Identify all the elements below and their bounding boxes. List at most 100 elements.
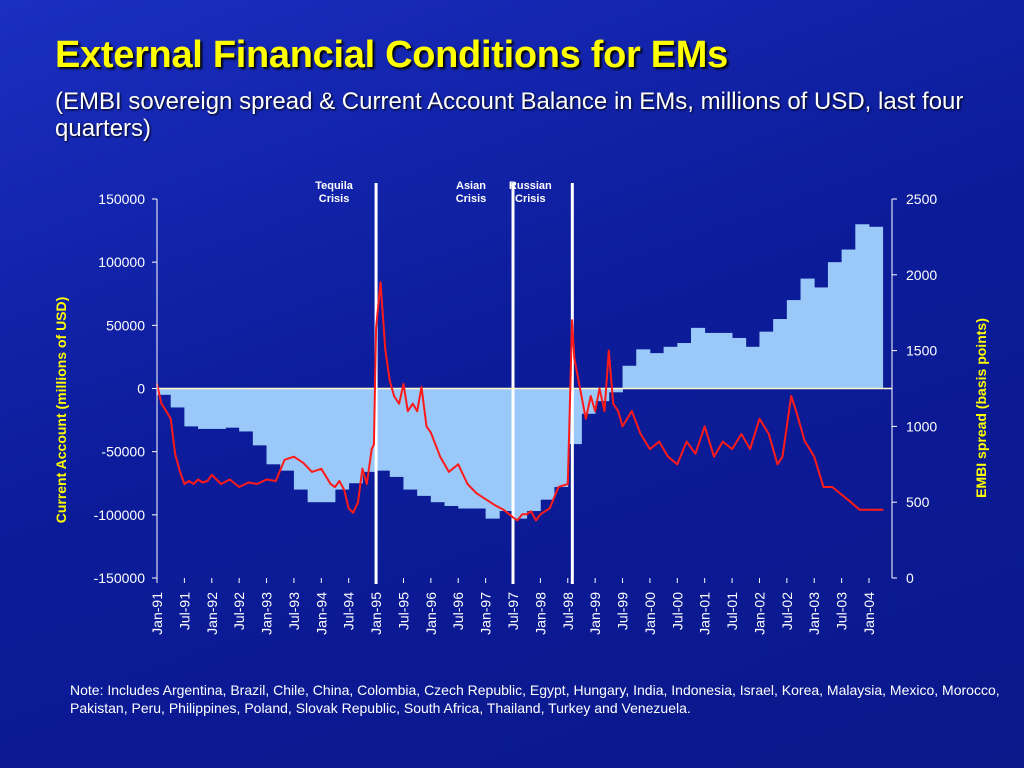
current-account-bar: [718, 332, 733, 389]
spread-point: [740, 433, 743, 435]
crisis-label-line1: Asian: [456, 180, 486, 192]
current-account-bar: [690, 327, 706, 389]
current-account-bar: [403, 388, 418, 490]
spread-point: [749, 448, 752, 451]
right-tick-label: 0: [906, 570, 914, 586]
spread-point: [530, 510, 532, 513]
spread-point: [548, 507, 551, 510]
x-tick-label: Jul-96: [450, 592, 466, 630]
spread-point: [573, 357, 576, 360]
spread-point: [320, 467, 323, 470]
spread-point: [206, 480, 209, 482]
spread-point: [247, 481, 250, 484]
spread-point: [448, 470, 450, 473]
spread-point: [338, 480, 341, 482]
spread-point: [521, 513, 524, 516]
current-account-bar: [677, 343, 692, 389]
spread-point: [594, 410, 597, 413]
spread-point: [416, 410, 419, 413]
left-tick-label: -150000: [94, 570, 146, 586]
spread-point: [197, 478, 199, 481]
current-account-bar: [800, 278, 815, 389]
spread-point: [220, 483, 222, 485]
spread-point: [580, 395, 583, 397]
spread-point: [475, 492, 478, 495]
current-account-bar: [348, 388, 363, 484]
x-tick-label: Jan-01: [697, 592, 713, 635]
x-tick-label: Jan-00: [642, 592, 658, 635]
spread-point: [598, 387, 601, 390]
spread-point: [795, 410, 798, 413]
x-tick-label: Jan-03: [806, 592, 822, 635]
spread-point: [858, 508, 861, 511]
current-account-bar: [512, 388, 528, 519]
spread-point: [831, 486, 834, 488]
x-tick-label: Jul-91: [176, 592, 192, 630]
spread-point: [384, 349, 387, 352]
spread-point: [393, 395, 396, 397]
current-account-bar: [663, 346, 678, 389]
spread-point: [302, 461, 305, 464]
x-tick-label: Jul-00: [669, 592, 685, 630]
current-account-bars: [157, 224, 884, 519]
x-tick-label: Jan-02: [751, 592, 767, 635]
spread-point: [603, 410, 606, 413]
current-account-bar: [362, 388, 377, 472]
current-account-bar: [170, 388, 185, 408]
left-tick-label: 100000: [98, 254, 145, 270]
spread-point: [731, 448, 733, 451]
spread-point: [850, 501, 852, 504]
spread-point: [425, 425, 428, 428]
spread-point: [808, 448, 811, 451]
current-account-bar: [554, 388, 569, 488]
spread-point: [334, 486, 336, 488]
spread-point: [293, 455, 295, 458]
spread-point: [411, 402, 414, 405]
right-tick-label: 2000: [906, 267, 937, 283]
crisis-label-line2: Crisis: [319, 193, 350, 205]
right-axis-title: EMBI spread (basis points): [973, 318, 989, 498]
page-title: External Financial Conditions for EMs: [55, 34, 728, 76]
spread-point: [439, 455, 442, 458]
spread-point: [589, 395, 592, 397]
spread-point: [494, 504, 496, 507]
spread-point: [398, 402, 400, 405]
embi-spread-series: [156, 281, 884, 522]
spread-point: [776, 463, 779, 466]
current-account-bar: [499, 388, 514, 512]
spread-point: [192, 483, 195, 485]
spread-point: [169, 417, 172, 420]
spread-point: [667, 455, 669, 458]
current-account-bar: [198, 388, 213, 429]
spread-point: [840, 493, 843, 496]
left-axis-ticks: 150000 100000 50000 0 -50000 -100000 -150000: [94, 191, 157, 586]
current-account-bar: [608, 388, 623, 393]
spread-point: [804, 440, 806, 443]
spread-point: [283, 458, 286, 461]
spread-point: [799, 425, 802, 428]
x-tick-label: Jan-04: [861, 592, 877, 635]
x-tick-label: Jan-97: [478, 592, 494, 635]
crisis-label-line2: Crisis: [515, 193, 546, 205]
current-account-bar: [540, 388, 555, 500]
current-account-bar: [759, 331, 774, 389]
spread-point: [881, 508, 884, 511]
spread-point: [685, 440, 688, 443]
spread-point: [165, 410, 168, 413]
spread-point: [767, 433, 770, 435]
current-account-bar: [293, 388, 309, 490]
current-account-bar: [239, 388, 254, 432]
spread-point: [525, 513, 528, 516]
x-tick-label: Jul-98: [560, 592, 576, 630]
spread-point: [347, 507, 350, 510]
spread-point: [721, 440, 724, 443]
spread-point: [238, 486, 241, 488]
current-account-bar: [225, 388, 240, 428]
spread-point: [571, 319, 574, 322]
spread-point: [713, 455, 715, 458]
spread-point: [406, 410, 409, 413]
x-tick-label: Jul-03: [834, 592, 850, 630]
current-account-bar: [307, 388, 322, 503]
current-account-bar: [211, 388, 226, 429]
spread-point: [343, 489, 346, 491]
